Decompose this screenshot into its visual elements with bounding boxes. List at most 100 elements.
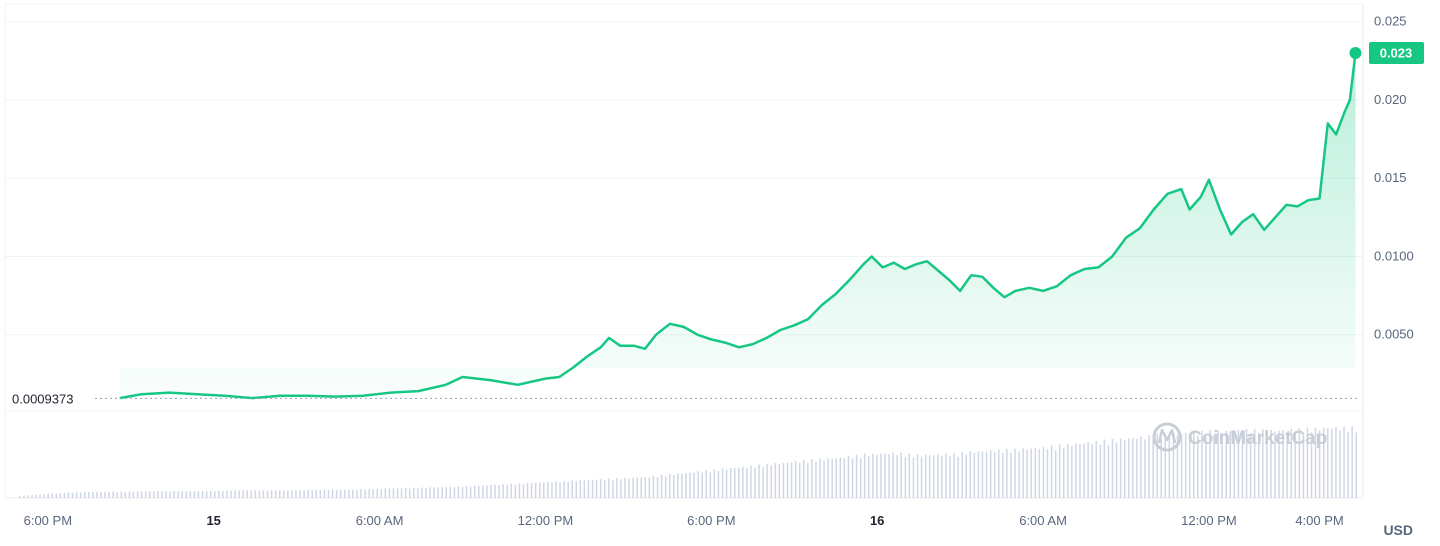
volume-bar: [429, 487, 431, 498]
volume-bar: [449, 486, 452, 498]
current-price-dot: [1349, 46, 1362, 59]
volume-bar: [1229, 431, 1231, 498]
volume-bar: [1213, 434, 1215, 498]
x-tick-label: 6:00 AM: [1019, 513, 1067, 528]
volume-bar: [1168, 436, 1171, 498]
volume-bar: [1006, 448, 1008, 498]
volume-bar: [1298, 428, 1301, 498]
volume-bar: [404, 487, 407, 498]
volume-bar: [209, 490, 212, 498]
volume-bar: [640, 477, 642, 498]
volume-bar: [441, 487, 443, 498]
volume-bar: [644, 476, 647, 498]
volume-bar: [100, 491, 102, 498]
volume-bar: [669, 474, 671, 498]
volume-bar: [1091, 444, 1093, 498]
x-tick-label: 6:00 AM: [356, 513, 404, 528]
volume-bar: [417, 488, 419, 498]
volume-bar: [319, 490, 322, 498]
volume-bar: [230, 490, 232, 498]
current-price-label: 0.023: [1380, 45, 1413, 60]
volume-bar: [315, 489, 317, 498]
volume-bar: [59, 493, 62, 498]
volume-bar: [144, 491, 147, 498]
volume-bar: [953, 452, 955, 498]
volume-bar: [478, 486, 480, 498]
volume-bar: [587, 480, 590, 498]
volume-bar: [1075, 443, 1077, 498]
volume-bar: [409, 488, 411, 498]
volume-bar: [193, 491, 196, 498]
volume-bar: [803, 459, 805, 498]
volume-bar: [1144, 439, 1146, 498]
volume-bar: [96, 491, 98, 498]
volume-bar: [437, 487, 439, 498]
volume-bar: [1128, 438, 1130, 498]
volume-bar: [218, 490, 220, 498]
volume-bar: [823, 460, 825, 498]
volume-bar: [185, 491, 188, 498]
volume-bar: [863, 453, 866, 498]
volume-bar: [352, 489, 354, 498]
volume-bar: [815, 461, 817, 498]
volume-bar: [242, 490, 244, 498]
volume-bar: [583, 480, 586, 498]
volume-bar: [530, 483, 533, 498]
volume-bar: [283, 490, 285, 498]
volume-bar: [254, 490, 257, 498]
volume-bar: [1103, 439, 1106, 498]
volume-bar: [888, 454, 890, 498]
volume-bar: [136, 491, 139, 498]
volume-bar: [705, 470, 707, 498]
volume-bar: [664, 476, 667, 498]
volume-bar: [551, 482, 553, 498]
volume-bar: [770, 465, 772, 498]
volume-bar: [591, 479, 594, 498]
volume-bar: [27, 495, 29, 498]
volume-bar: [1042, 446, 1045, 498]
volume-bar: [486, 485, 488, 498]
volume-bar: [1034, 448, 1037, 498]
x-tick-label: 16: [870, 513, 884, 528]
volume-bar: [977, 451, 980, 498]
volume-bar: [1245, 429, 1248, 498]
volume-bar: [973, 452, 976, 498]
volume-bar: [384, 488, 387, 498]
volume-bar: [1119, 438, 1122, 498]
volume-bar: [969, 451, 972, 498]
volume-bar: [790, 462, 793, 498]
volume-bar: [1302, 434, 1305, 498]
volume-bar: [1294, 433, 1296, 498]
volume-bar: [1258, 434, 1260, 498]
volume-bar: [92, 491, 94, 498]
volume-bar: [1050, 445, 1053, 498]
volume-bar: [872, 453, 874, 498]
volume-bar: [201, 490, 204, 498]
volume-bar: [725, 469, 728, 498]
volume-bar: [1172, 433, 1175, 498]
volume-bar: [165, 490, 167, 498]
currency-label: USD: [1383, 522, 1413, 538]
volume-bar: [1262, 429, 1264, 498]
volume-bar: [1152, 440, 1154, 498]
volume-bar: [762, 467, 764, 498]
volume-bar: [372, 489, 374, 498]
volume-bar: [1286, 432, 1288, 498]
volume-bar: [1225, 430, 1227, 498]
volume-bar: [1123, 440, 1126, 498]
volume-bar: [1164, 433, 1166, 498]
volume-bar: [612, 480, 614, 498]
volume-bar: [758, 464, 760, 498]
volume-bar: [360, 489, 362, 498]
volume-bar: [1266, 433, 1268, 498]
volume-bar: [392, 488, 395, 498]
volume-bar: [344, 489, 346, 498]
volume-bar: [132, 491, 135, 498]
volume-bar: [234, 490, 236, 498]
volume-bar: [555, 481, 557, 498]
volume-bar: [660, 474, 663, 498]
volume-bar: [1140, 436, 1142, 498]
volume-bar: [746, 467, 748, 498]
volume-bar: [205, 491, 208, 498]
